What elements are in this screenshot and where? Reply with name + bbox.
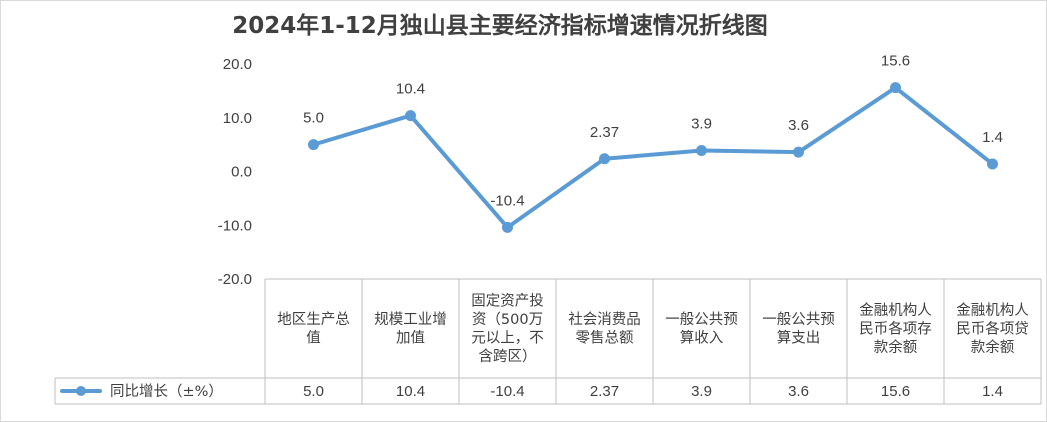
table-value-cell: 5.0 [303,383,324,400]
category-label: 社会消费品零售总额 [568,311,641,347]
table-value-cell: 15.6 [881,383,910,400]
category-label: 一般公共预算支出 [762,311,835,347]
data-label: 5.0 [303,110,324,127]
category-label: 规模工业增加值 [374,311,447,347]
legend-marker [76,386,86,396]
table-value-cell: 2.37 [590,383,619,400]
legend-label: 同比增长（±%） [110,383,223,400]
y-tick-label: 10.0 [223,110,252,127]
y-tick-label: 20.0 [223,56,252,73]
table-value-cell: 10.4 [396,383,425,400]
y-tick-label: 0.0 [231,164,252,181]
category-label: 金融机构人民币各项贷款余额 [956,302,1029,356]
y-tick-label: -20.0 [218,271,252,288]
data-label: 1.4 [982,129,1003,146]
data-point [987,158,998,170]
table-value-cell: 3.6 [788,383,809,400]
y-tick-label: -10.0 [218,217,252,234]
data-label: 2.37 [590,124,619,141]
table-value-cell: 1.4 [982,383,1003,400]
data-label: 3.9 [691,116,712,133]
series-line [311,85,995,230]
table-value-cell: 3.9 [691,383,712,400]
data-point [793,146,804,158]
data-label: 15.6 [881,53,910,70]
data-point [696,145,707,157]
data-point [308,139,319,151]
data-label: 10.4 [396,81,425,98]
data-label: 3.6 [788,117,809,134]
data-point [405,110,416,122]
data-label: -10.4 [490,192,524,209]
table-value-cell: -10.4 [490,383,524,400]
chart-title: 2024年1-12月独山县主要经济指标增速情况折线图 [232,12,768,39]
data-point [502,221,513,233]
data-point [890,82,901,94]
category-label: 地区生产总值 [277,311,350,347]
category-label: 金融机构人民币各项存款余额 [859,302,932,356]
data-point [599,153,610,165]
category-label: 一般公共预算收入 [665,311,738,347]
category-label: 固定资产投资（500万元以上，不含跨区） [471,293,544,366]
